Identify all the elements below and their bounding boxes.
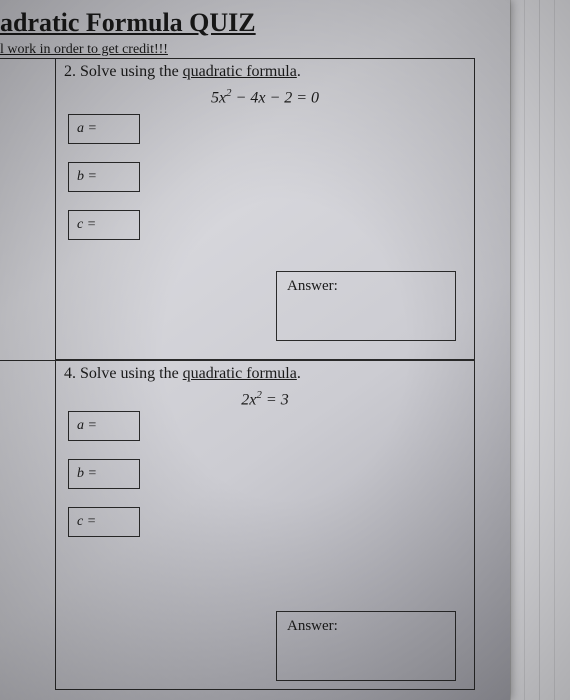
problem-4-box: 4. Solve using the quadratic formula. 2x…: [55, 360, 475, 690]
problem-2-prompt: 2. Solve using the quadratic formula.: [56, 59, 474, 85]
left-column-border: [0, 58, 55, 690]
notebook-rule: [539, 0, 540, 700]
prompt-underlined: quadratic formula: [183, 63, 297, 80]
coef-a-box: a =: [68, 411, 140, 441]
notebook-rules: [510, 0, 570, 700]
quiz-title: adratic Formula QUIZ: [0, 8, 256, 38]
problem-4-answer-box: Answer:: [276, 611, 456, 681]
answer-label: Answer:: [287, 278, 338, 294]
problem-2-answer-box: Answer:: [276, 271, 456, 341]
prompt-suffix: .: [297, 365, 301, 382]
row-divider: [0, 360, 55, 361]
prompt-prefix: 2. Solve using the: [64, 63, 183, 80]
problem-4-equation: 2x2 = 3: [56, 387, 474, 411]
quiz-subtitle: l work in order to get credit!!!: [0, 42, 168, 58]
prompt-suffix: .: [297, 63, 301, 80]
coef-a-box: a =: [68, 114, 140, 144]
coef-b-box: b =: [68, 162, 140, 192]
prompt-underlined: quadratic formula: [183, 365, 297, 382]
prompt-prefix: 4. Solve using the: [64, 365, 183, 382]
coef-c-box: c =: [68, 210, 140, 240]
worksheet-paper: adratic Formula QUIZ l work in order to …: [0, 0, 510, 700]
problem-4-prompt: 4. Solve using the quadratic formula.: [56, 361, 474, 387]
problem-2-equation: 5x2 − 4x − 2 = 0: [56, 85, 474, 109]
problem-2-box: 2. Solve using the quadratic formula. 5x…: [55, 58, 475, 360]
coef-c-box: c =: [68, 507, 140, 537]
answer-label: Answer:: [287, 618, 338, 634]
coef-b-box: b =: [68, 459, 140, 489]
